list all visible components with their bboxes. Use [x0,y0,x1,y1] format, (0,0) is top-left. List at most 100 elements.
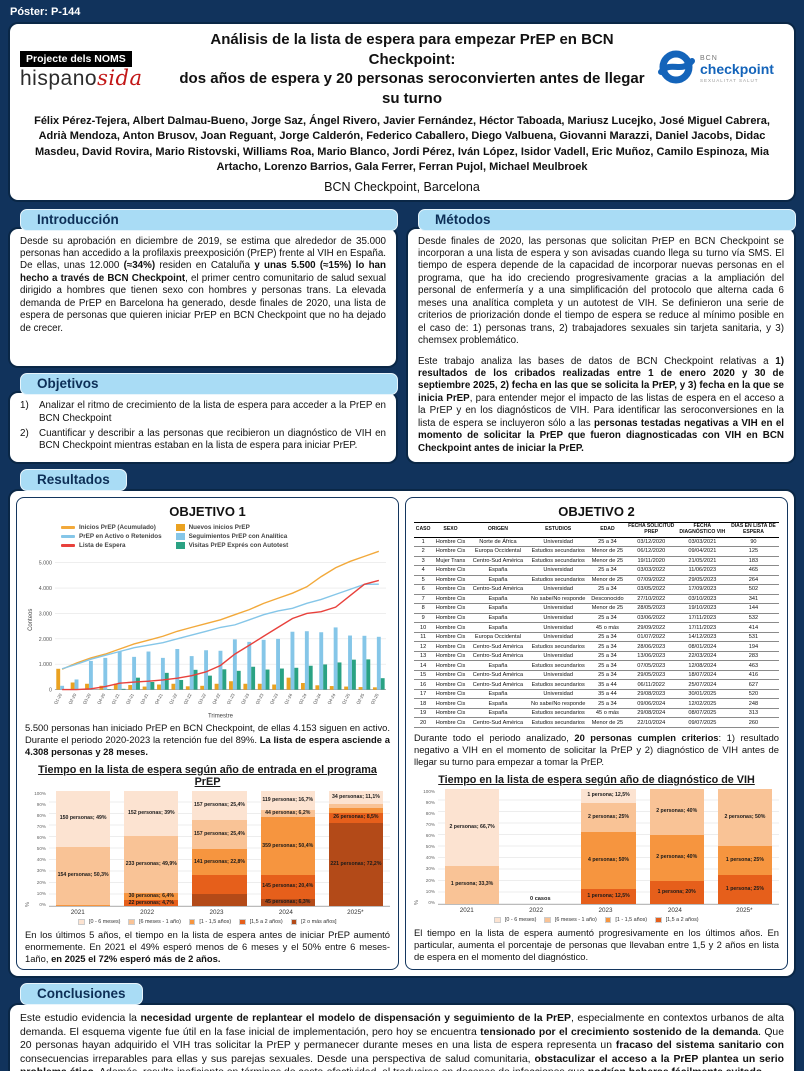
bar [257,683,262,690]
table-row: 1 Hombre Cis Norte de África Universidad 25 … [414,537,779,548]
bar [232,639,237,690]
objetivo1-stacked-chart: % 100% 90% 80% 70% 60% 50% 40% 30% 20% 10% 0% 150 pe… [25,790,390,926]
hispanosida-logo: Projecte dels NOMS hispanosida [20,49,168,89]
stacked-column: 152 personas; 39% 233 personas; 49,9% 30 p… [124,790,179,906]
column-header: DIAS EN LISTA DE ESPERA [727,522,779,538]
chart-legend: [0 - 6 meses) [6 meses - 1 año) [1 - 1,5 a… [414,916,779,924]
bar [337,662,342,690]
table-row: 13 Hombre Cis Centro-Sud América Universida… [414,651,779,662]
stacked-segment: 4 personas; 50% [581,831,636,890]
svg-text:2.000: 2.000 [39,637,52,643]
svg-text:Q3-22: Q3-22 [197,692,207,705]
stacked-segment [192,875,247,895]
bar [362,635,367,690]
sida-text: sida [97,66,143,90]
bar [142,686,147,690]
chart-legend: Inicios PrEP (Acumulado) PrEP en Activo o… [61,524,288,549]
bar [251,666,256,690]
resultados-box: OBJETIVO 1 0 1.000 2.000 3.000 4.000 5.000 Q1-… [8,489,796,979]
bar [85,683,89,690]
line-series [61,550,380,670]
column-header: SEXO [432,522,469,538]
table-row: 5 Hombre Cis España Estudios secundarios Men… [414,575,779,586]
objetivo1-panel: OBJETIVO 1 0 1.000 2.000 3.000 4.000 5.000 Q1-… [16,497,399,971]
stacked-segment: 141 personas; 22,8% [192,849,247,876]
bar [208,675,212,690]
stacked-segment: 1 persona; 12,5% [581,889,636,904]
bar [380,678,385,690]
svg-text:Q4-24: Q4-24 [326,692,336,705]
stacked-column: 1 persona; 12,5% 2 personas; 25% 4 persona… [581,788,636,904]
bar [121,688,126,690]
stacked-column: 0 casos [513,789,567,904]
bar [358,687,363,690]
bar [150,681,155,690]
introduccion-box: Desde su aprobación en diciembre de 2019… [8,226,398,369]
bar [301,683,305,690]
stacked-segment: 26 personas; 8,5% [328,813,384,823]
stacked-segment: 119 personas; 16,7% [260,790,315,811]
bar [171,683,176,690]
bar [323,664,328,690]
x-tick-label: 2022 [140,908,155,916]
bar [315,685,320,690]
stacked-segment [192,894,247,906]
svg-text:Q1-24: Q1-24 [283,692,293,705]
line-series [62,579,380,691]
stacked-segment: 2 personas; 40% [649,788,704,835]
bar [103,657,108,690]
objetivos-box: 1) Analizar el ritmo de crecimiento de la… [8,391,398,464]
legend-item: Visitas PrEP Exprés con Autotest [175,542,288,549]
column-header: FECHA SOLICITUD PREP [625,522,677,538]
objetivo-item: 1) Analizar el ritmo de crecimiento de la… [20,400,386,424]
stacked-segment: 44 personas; 6,2% [260,810,315,818]
stacked-segment: 157 personas; 25,4% [192,790,247,821]
stacked-segment: 150 personas; 49% [56,790,111,848]
bar [236,670,241,690]
metodos-paragraph-1: Desde finales de 2020, las personas que … [418,235,784,347]
bar [290,631,295,690]
table-row: 18 Hombre Cis España No sabe/No responde 25 … [414,698,779,709]
stacked-column: 150 personas; 49% 154 personas; 50,3% [56,790,111,906]
metodos-paragraph-2: Este trabajo analiza las bases de datos … [418,355,784,454]
x-axis: 2021 2022 2023 2024 2025* [432,905,779,914]
objetivo2-note: Durante todo el periodo analizado, 20 pe… [414,732,780,767]
bar [351,659,356,690]
bar [204,650,209,690]
conclusiones-box: Este estudio evidencia la necesidad urge… [8,1003,796,1071]
svg-text:Q4-20: Q4-20 [96,692,106,705]
zero-cases-label: 0 casos [530,895,551,902]
bar [329,686,334,690]
legend-item: [0 - 6 meses) [78,918,120,926]
bar [265,669,270,690]
table-row: 12 Hombre Cis Centro-Sud América Estudios s… [414,641,779,652]
bar [113,683,118,690]
table-row: 2 Hombre Cis Europa Occidental Estudios sec… [414,546,779,557]
section-resultados: Resultados [20,469,127,491]
y-axis-title: % [414,899,420,905]
x-tick-label: 2025* [736,906,753,914]
bar [74,679,79,690]
objetivos-list: 1) Analizar el ritmo de crecimiento de la… [20,400,386,453]
svg-text:Q2-25: Q2-25 [355,692,365,705]
bar [88,660,93,690]
stacked-segment: 34 personas; 11,1% [328,790,384,804]
bar [117,651,122,690]
stacked-segment: 152 personas; 39% [124,790,179,836]
objetivo2-panel: OBJETIVO 2 CASO SEXO ORIGEN ESTUDIOS EDAD FEC… [405,497,788,971]
projecte-dels-noms-badge: Projecte dels NOMS [20,51,132,67]
bar [333,627,338,690]
authors: Félix Pérez-Tejera, Albert Dalmau-Bueno,… [34,115,770,174]
legend-item: [6 meses - 1 año) [544,916,597,924]
x-tick-label: 2024 [667,906,682,914]
svg-text:Q1-25: Q1-25 [341,692,351,705]
bar [146,651,151,690]
section-metodos: Métodos [418,208,796,231]
svg-text:Q3-25: Q3-25 [370,692,380,705]
poster-title: Análisis de la lista de espera para empe… [168,30,656,108]
stacked-segment: 1 persona; 12,5% [581,788,636,804]
objetivo1-combo-svg: 0 1.000 2.000 3.000 4.000 5.000 Q1-20 Q2-20 Q3-2… [28,550,387,720]
line-series [61,583,379,670]
stacked-column: 157 personas; 25,4% 157 personas; 25,4% 14… [192,790,247,906]
bar [229,681,233,690]
